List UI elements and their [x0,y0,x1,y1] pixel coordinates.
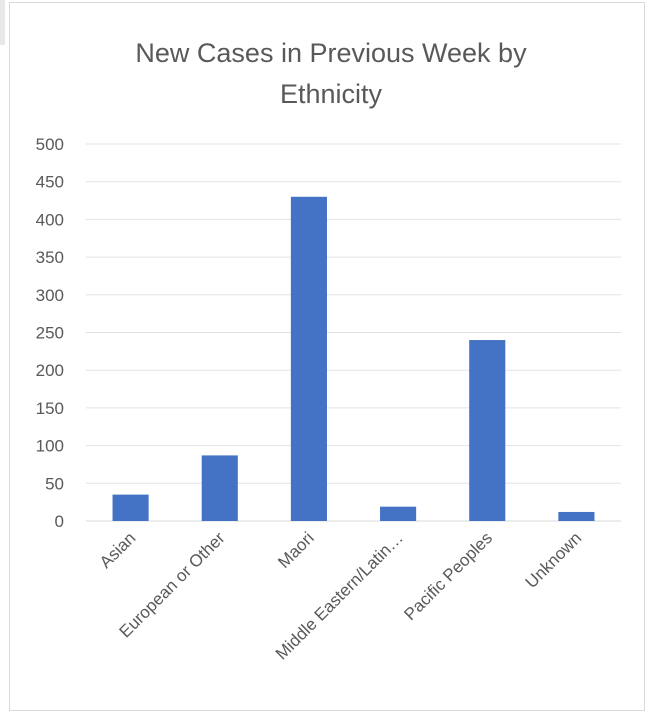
y-tick-label: 100 [36,437,64,456]
y-tick-label: 0 [55,512,64,531]
y-tick-label: 500 [36,135,64,154]
x-tick-label: Asian [96,528,140,572]
gridlines [86,143,621,522]
y-tick-label: 350 [36,248,64,267]
y-tick-label: 200 [36,361,64,380]
y-tick-label: 400 [36,210,64,229]
bar-european-or-other [201,455,238,521]
x-tick-label: Pacific Peoples [400,528,496,624]
bar-unknown [558,511,595,521]
bar-asian [112,494,149,521]
y-tick-label: 50 [45,474,64,493]
bars [112,196,595,521]
y-tick-label: 300 [36,286,64,305]
y-tick-label: 250 [36,324,64,343]
bar-pacific-peoples [469,340,506,521]
y-tick-label: 450 [36,173,64,192]
chart-title-line-2: Ethnicity [280,79,383,109]
y-tick-label: 150 [36,399,64,418]
x-tick-label: Unknown [522,528,586,592]
chart-title-line-1: New Cases in Previous Week by [135,38,527,68]
bar-middle-eastern-latin [380,506,417,521]
bar-maori [290,196,327,521]
chart-frame [9,2,645,711]
left-edge-accent [0,0,5,45]
x-tick-label: Maori [274,528,317,571]
